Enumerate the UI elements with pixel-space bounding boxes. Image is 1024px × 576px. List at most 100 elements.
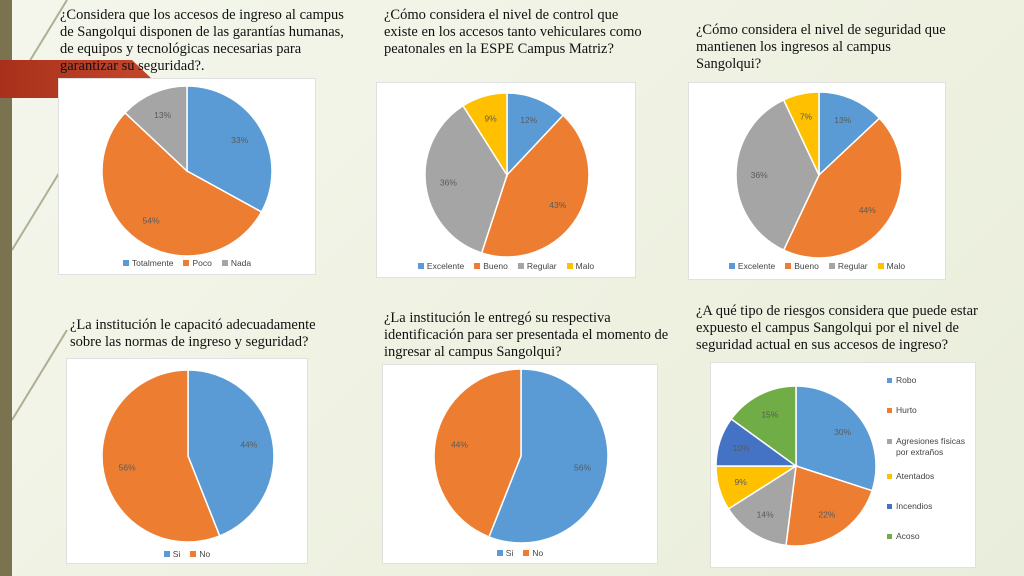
chart-panel-1: 33% 54% 13% Totalmente Poco Nada — [58, 78, 316, 275]
pie-chart-1: 33% 54% 13% — [101, 85, 273, 257]
pie-slice-1-3 — [123, 85, 188, 173]
legend-3: Excelente Bueno Regular Malo — [689, 261, 945, 271]
pie-slice-1-2 — [101, 111, 263, 257]
legend-entry-3-3: Regular — [828, 261, 868, 271]
legend-label: No — [532, 548, 544, 558]
chart-panel-5: 56% 44% Si No — [382, 364, 658, 564]
legend-entry-1-1: Totalmente — [122, 258, 173, 268]
legend-swatch — [828, 263, 835, 269]
legend-entry-3-4: Malo — [877, 261, 906, 271]
pie-slice-5-2 — [433, 368, 522, 538]
pie-chart-5: 56% 44% — [433, 368, 609, 544]
legend-entry-6-6: Acoso — [887, 531, 975, 542]
legend-swatch — [517, 263, 524, 269]
legend-6: Robo Hurto Agresiones físicas por extraños… — [883, 363, 977, 569]
data-label-5-2: 44% — [451, 439, 468, 449]
legend-label: Hurto — [896, 405, 917, 415]
legend-label: Excelente — [426, 261, 465, 271]
legend-swatch — [887, 439, 892, 444]
legend-label: Incendios — [896, 501, 933, 511]
data-label-1-3: 13% — [154, 110, 171, 120]
legend-entry-1-2: Poco — [183, 258, 212, 268]
legend-label: No — [199, 549, 211, 559]
data-label-4-2: 56% — [119, 463, 136, 473]
chart-panel-2: 12% 43% 36% 9% Excelente Bueno Regular Malo — [376, 82, 636, 278]
pie-slice-2-2 — [480, 114, 590, 258]
legend-entry-6-1: Robo — [887, 375, 975, 386]
legend-entry-6-4: Atentados — [887, 471, 975, 482]
legend-4: Si No — [67, 549, 307, 559]
legend-2: Excelente Bueno Regular Malo — [377, 261, 635, 271]
data-label-6-2: 22% — [818, 510, 835, 520]
data-label-3-2: 44% — [859, 205, 876, 215]
legend-label: Excelente — [737, 261, 776, 271]
legend-label: Si — [172, 549, 181, 559]
left-decorative-bar — [0, 0, 12, 576]
pie-slice-1-1 — [186, 85, 273, 213]
legend-swatch — [887, 378, 892, 383]
legend-swatch — [122, 260, 129, 266]
data-label-2-1: 12% — [520, 115, 537, 125]
pie-slice-2-1 — [506, 92, 565, 177]
pie-slice-2-3 — [424, 104, 508, 254]
chart-panel-3: 13% 44% 36% 7% Excelente Bueno Regular Malo — [688, 82, 946, 280]
legend-label: Si — [505, 548, 514, 558]
pie-slice-4-2 — [101, 369, 221, 543]
data-label-3-3: 36% — [751, 170, 768, 180]
data-label-6-3: 14% — [757, 510, 774, 520]
legend-entry-5-2: No — [523, 548, 543, 558]
legend-entry-6-3: Agresiones físicas por extraños — [887, 436, 975, 458]
legend-label: Agresiones físicas por extraños — [896, 436, 965, 457]
legend-swatch — [190, 551, 197, 557]
legend-label: Atentados — [896, 471, 935, 481]
pie-slice-3-3 — [735, 98, 820, 252]
pie-slice-6-2 — [785, 465, 874, 547]
chart-panel-4: 44% 56% Si No — [66, 358, 308, 564]
pie-chart-2: 12% 43% 36% 9% — [424, 92, 590, 258]
legend-label: Malo — [575, 261, 595, 271]
chart-panel-6: 30% 22% 14% 9% 10% 15% Robo Hurto Agresiones fí… — [710, 362, 976, 568]
legend-entry-1-3: Nada — [221, 258, 252, 268]
data-label-4-1: 44% — [240, 439, 257, 449]
legend-swatch — [496, 550, 503, 556]
legend-entry-2-3: Regular — [517, 261, 557, 271]
pie-slice-6-6 — [730, 385, 797, 468]
legend-entry-2-2: Bueno — [474, 261, 508, 271]
legend-swatch — [183, 260, 190, 266]
data-label-6-1: 30% — [834, 427, 851, 437]
data-label-6-4: 9% — [735, 477, 748, 487]
legend-entry-2-1: Excelente — [417, 261, 465, 271]
legend-label: Regular — [837, 261, 868, 271]
question-6: ¿A qué tipo de riesgos considera que pue… — [696, 303, 978, 353]
data-label-3-1: 13% — [834, 115, 851, 125]
legend-swatch — [887, 474, 892, 479]
pie-chart-4: 44% 56% — [101, 369, 275, 543]
question-5: ¿La institución le entregó su respectiva… — [384, 310, 669, 360]
legend-swatch — [887, 504, 892, 509]
question-2: ¿Cómo considera el nivel de control que … — [384, 7, 642, 57]
pie-chart-6: 30% 22% 14% 9% 10% 15% — [715, 385, 877, 547]
legend-label: Regular — [526, 261, 557, 271]
legend-label: Malo — [886, 261, 906, 271]
legend-swatch — [221, 260, 228, 266]
legend-swatch — [474, 263, 481, 269]
data-label-2-2: 43% — [549, 200, 566, 210]
legend-swatch — [887, 408, 892, 413]
pie-slice-6-3 — [727, 464, 797, 547]
data-label-2-4: 9% — [484, 113, 497, 123]
legend-label: Bueno — [483, 261, 508, 271]
legend-swatch — [728, 263, 735, 269]
legend-5: Si No — [383, 548, 657, 558]
legend-label: Acoso — [896, 531, 920, 541]
legend-entry-5-1: Si — [496, 548, 514, 558]
legend-label: Nada — [230, 258, 252, 268]
legend-label: Poco — [192, 258, 212, 268]
legend-swatch — [523, 550, 530, 556]
legend-1: Totalmente Poco Nada — [59, 258, 315, 268]
legend-label: Bueno — [794, 261, 819, 271]
pie-slice-4-1 — [187, 369, 275, 537]
data-label-3-4: 7% — [800, 112, 813, 122]
pie-slice-3-1 — [818, 91, 881, 177]
data-label-6-5: 10% — [733, 443, 750, 453]
legend-entry-2-4: Malo — [566, 261, 595, 271]
